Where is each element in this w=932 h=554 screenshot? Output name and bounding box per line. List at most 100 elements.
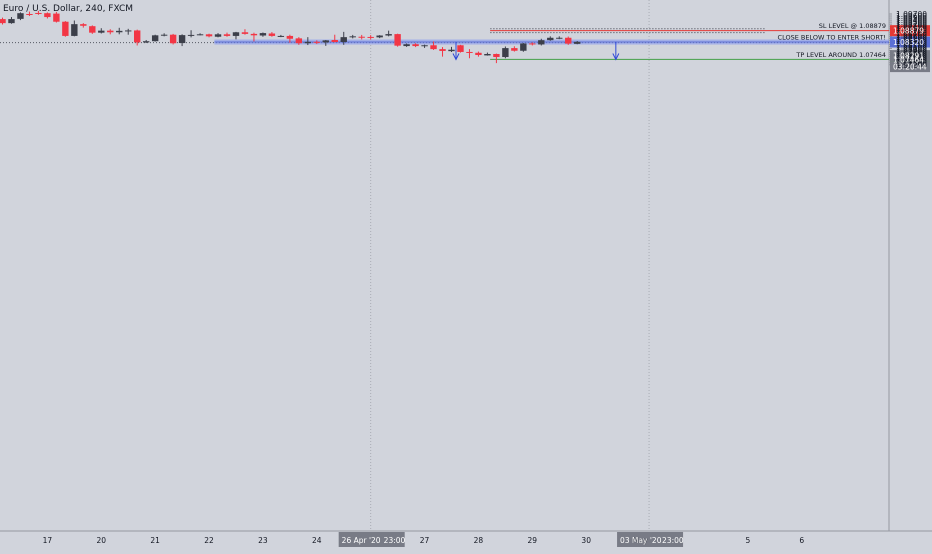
price-tick-label: 1.07600 <box>896 53 927 62</box>
time-badge-time: 23:00 <box>384 536 406 545</box>
candle-body <box>403 44 410 47</box>
time-badge-bg <box>338 532 405 547</box>
candle <box>169 33 177 45</box>
time-tick-label: 23 <box>258 536 268 545</box>
candle-body <box>116 30 123 33</box>
candle-body <box>125 30 132 32</box>
time-tick-label: 28 <box>474 536 484 545</box>
price-tick-label: 1.07900 <box>896 47 927 56</box>
price-tick-label: 1.07300 <box>896 59 927 68</box>
time-badge-date: 03 May '20 <box>620 536 662 545</box>
candle-body <box>430 45 437 50</box>
candle <box>160 33 168 37</box>
candle <box>295 37 303 45</box>
candle-body <box>250 33 258 36</box>
candle <box>466 49 473 59</box>
price-tick-label: 1.09000 <box>896 24 927 33</box>
price-tick-label: 1.09300 <box>896 18 927 27</box>
candle <box>349 34 356 39</box>
time-tick-label: 27 <box>420 536 430 545</box>
candle-body <box>259 33 267 36</box>
plot-area <box>0 0 890 531</box>
candle <box>125 28 132 35</box>
time-tick-label: 20 <box>97 536 107 545</box>
price-tick-label: 1.09500 <box>896 14 927 23</box>
candle-body <box>421 45 428 47</box>
candle <box>35 10 42 15</box>
candle <box>53 11 60 23</box>
price-tick-label: 1.09700 <box>896 10 927 19</box>
axis-layer <box>338 13 930 547</box>
target-arrow-head <box>612 53 620 61</box>
candle-body <box>35 12 42 14</box>
candle-body <box>439 49 446 51</box>
price-tick-label: 1.08800 <box>896 28 927 37</box>
candle <box>134 29 141 46</box>
price-tick-label: 1.07500 <box>896 55 927 64</box>
target-arrow-head <box>452 53 460 61</box>
price-tick-label: 1.08500 <box>896 34 927 43</box>
candle-body <box>376 35 383 38</box>
candle-body <box>502 48 509 58</box>
candle <box>313 40 320 45</box>
candle-body <box>466 51 473 53</box>
candle-body <box>538 40 545 45</box>
candle-body <box>89 26 96 33</box>
countdown-badge-bg <box>890 61 930 73</box>
candle <box>421 44 428 48</box>
candle <box>44 12 51 19</box>
candle-body <box>71 24 78 36</box>
candle-body <box>241 32 249 34</box>
price-tick-label: 1.09100 <box>896 22 927 31</box>
price-tick-label: 1.09200 <box>896 20 927 29</box>
candle-body <box>475 52 482 56</box>
candle <box>538 38 545 46</box>
candle-body <box>286 35 294 39</box>
price-tick-label: 1.07700 <box>896 51 927 60</box>
entry-level-label: CLOSE BELOW TO ENTER SHORT! <box>778 34 886 42</box>
candle-body <box>151 35 159 42</box>
candle <box>376 35 383 39</box>
candle <box>142 39 150 44</box>
candle <box>26 11 33 17</box>
candle <box>89 25 96 34</box>
time-tick-label: 6 <box>799 536 804 545</box>
candle <box>8 17 15 24</box>
candle-body <box>98 30 105 33</box>
candle-body <box>295 38 303 44</box>
tp-level-label: TP LEVEL AROUND 1.07464 <box>795 51 886 59</box>
candle <box>520 43 527 52</box>
time-badge-date: 26 Apr '20 <box>342 536 381 545</box>
price-tick-label: 1.08200 <box>896 40 927 49</box>
candle <box>214 33 222 38</box>
candle-body <box>394 34 401 46</box>
candle <box>358 34 365 40</box>
time-tick-label: 30 <box>581 536 591 545</box>
candle-body <box>17 13 24 19</box>
candle-body <box>53 13 60 22</box>
candle <box>107 29 114 35</box>
candle-body <box>232 32 240 36</box>
time-badge-time: 23:00 <box>662 536 684 545</box>
candle <box>547 36 554 41</box>
price-axis-panel[interactable] <box>889 0 932 531</box>
candle-body <box>223 34 231 36</box>
sl-level-label: SL LEVEL @ 1.08879 <box>819 22 886 30</box>
candle <box>322 39 329 46</box>
candle-body <box>169 34 177 44</box>
candle <box>502 46 509 59</box>
candle-body <box>556 37 563 39</box>
candle <box>448 46 455 52</box>
candle <box>439 47 446 57</box>
candle-body <box>547 37 554 41</box>
candle <box>259 32 267 37</box>
candle <box>511 46 518 52</box>
candle <box>277 34 285 38</box>
candle <box>116 27 123 35</box>
candle <box>484 52 491 56</box>
chart-title: Euro / U.S. Dollar, 240, FXCM <box>3 4 134 14</box>
candle <box>98 28 105 34</box>
candle <box>151 34 159 42</box>
price-tick-label: 1.08000 <box>896 45 927 54</box>
